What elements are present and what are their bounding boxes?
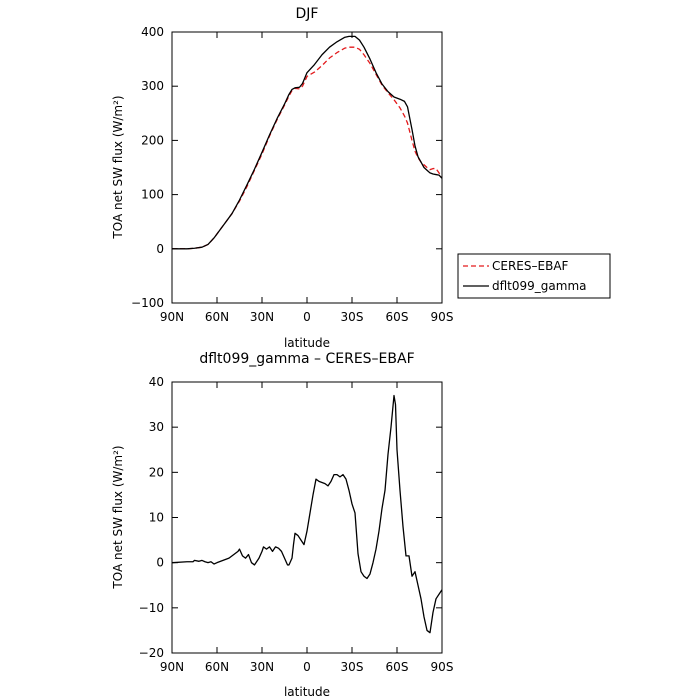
bottom-chart-xlabel: latitude — [284, 685, 330, 699]
bottom-chart-panel: dflt099_gamma – CERES–EBAF 90N 60N 30N 0 30S… — [111, 351, 453, 699]
top-ytick-label: −100 — [131, 296, 164, 310]
top-xtick-label: 60S — [386, 310, 409, 324]
bottom-ytick-label: 30 — [149, 420, 164, 434]
top-ytick-label: 200 — [141, 133, 164, 147]
bottom-xtick-label: 0 — [303, 660, 311, 674]
top-ytick-label: 100 — [141, 188, 164, 202]
bottom-xtick-label: 60S — [386, 660, 409, 674]
top-xtick-label: 30N — [250, 310, 274, 324]
bottom-xtick-label: 90N — [160, 660, 184, 674]
top-series-line-1 — [172, 35, 443, 250]
legend-label-ceres: CERES–EBAF — [492, 259, 569, 273]
top-chart-panel: DJF 90N 60N 30N 0 30S 60S 90S −100 0 100 200 300 400… — [111, 6, 611, 350]
bottom-xtick-label: 30N — [250, 660, 274, 674]
bottom-ytick-label: 20 — [149, 465, 164, 479]
bottom-ytick-label: 10 — [149, 511, 164, 525]
legend-label-model: dflt099_gamma — [492, 279, 587, 293]
bottom-chart-frame — [171, 381, 443, 654]
bottom-xtick-label: 60N — [205, 660, 229, 674]
top-xtick-label: 90S — [431, 310, 454, 324]
bottom-ytick-label: 0 — [156, 556, 164, 570]
top-chart-xlabel: latitude — [284, 336, 330, 350]
legend: CERES–EBAF dflt099_gamma — [457, 253, 611, 299]
top-xtick-label: 30S — [341, 310, 364, 324]
top-ytick-label: 300 — [141, 79, 164, 93]
top-xtick-label: 90N — [160, 310, 184, 324]
top-chart-ylabel: TOA net SW flux (W/m²) — [111, 95, 125, 239]
top-chart-title: DJF — [296, 6, 319, 22]
top-series-line-0 — [172, 46, 443, 250]
top-ytick-label: 0 — [156, 242, 164, 256]
legend-box — [457, 253, 611, 299]
top-xtick-label: 0 — [303, 310, 311, 324]
bottom-ytick-label: −10 — [139, 601, 164, 615]
bottom-ytick-label: −20 — [139, 646, 164, 660]
bottom-series-line-0 — [171, 394, 443, 634]
bottom-chart-title: dflt099_gamma – CERES–EBAF — [199, 351, 414, 367]
bottom-ytick-label: 40 — [149, 375, 164, 389]
bottom-chart-ylabel: TOA net SW flux (W/m²) — [111, 445, 125, 589]
bottom-xtick-label: 90S — [431, 660, 454, 674]
bottom-xtick-label: 30S — [341, 660, 364, 674]
top-ytick-label: 400 — [141, 25, 164, 39]
top-xtick-label: 60N — [205, 310, 229, 324]
